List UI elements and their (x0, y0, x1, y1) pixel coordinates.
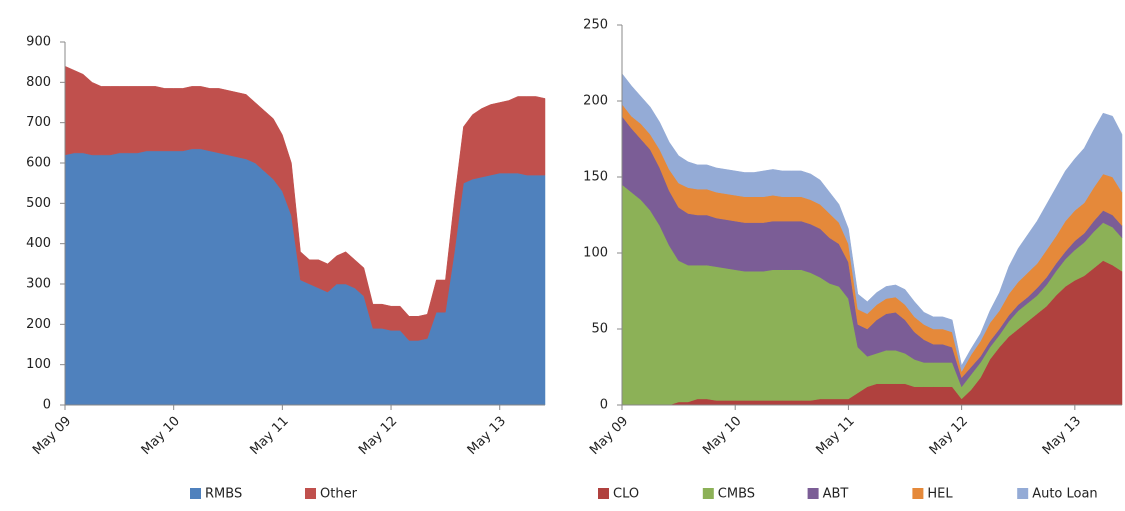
legend-swatch (598, 488, 609, 499)
x-tick-label: May 09 (30, 414, 74, 458)
legend-label: CLO (613, 487, 639, 502)
y-tick-label: 150 (583, 170, 608, 185)
legend-swatch (190, 488, 201, 499)
x-tick-label: May 10 (700, 414, 744, 458)
y-tick-label: 700 (26, 115, 51, 130)
x-tick-label: May 13 (465, 414, 509, 458)
y-tick-label: 900 (26, 35, 51, 50)
y-tick-label: 250 (583, 18, 608, 33)
legend-label: Auto Loan (1032, 487, 1098, 502)
legend-label: HEL (927, 487, 953, 502)
legend-swatch (912, 488, 924, 499)
y-tick-label: 200 (26, 317, 51, 332)
y-tick-label: 600 (26, 156, 51, 171)
area (64, 65, 546, 341)
legend-label: CMBS (718, 487, 755, 502)
y-tick-label: 0 (600, 398, 608, 413)
y-tick-label: 200 (583, 94, 608, 109)
area (621, 72, 1123, 373)
y-tick-label: 500 (26, 196, 51, 211)
legend-swatch (305, 488, 316, 499)
x-tick-label: May 10 (139, 414, 183, 458)
legend-swatch (1017, 488, 1029, 499)
x-tick-label: May 12 (356, 414, 400, 458)
y-tick-label: 0 (43, 398, 51, 413)
y-tick-label: 300 (26, 277, 51, 292)
x-tick-label: May 11 (813, 414, 857, 458)
x-tick-label: May 13 (1040, 414, 1084, 458)
y-tick-label: 100 (26, 357, 51, 372)
y-tick-label: 50 (591, 322, 608, 337)
x-tick-label: May 09 (587, 414, 631, 458)
y-tick-label: 100 (583, 246, 608, 261)
y-tick-label: 400 (26, 236, 51, 251)
x-tick-label: May 11 (247, 414, 291, 458)
legend-swatch (807, 488, 819, 499)
legend-label: Other (320, 487, 358, 502)
y-tick-label: 800 (26, 75, 51, 90)
legend-swatch (702, 488, 714, 499)
x-tick-label: May 12 (927, 414, 971, 458)
legend-label: ABT (823, 487, 849, 502)
legend-label: RMBS (205, 487, 242, 502)
